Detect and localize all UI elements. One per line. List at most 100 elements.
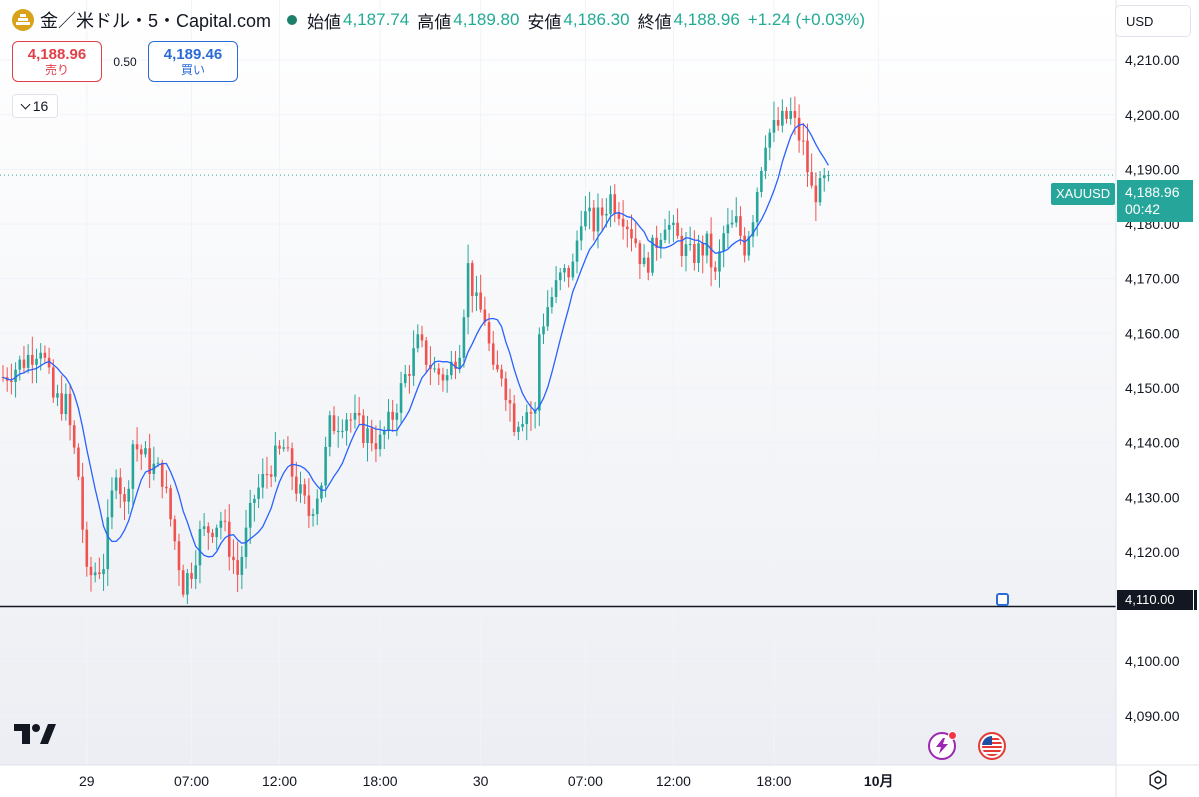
- candle-body: [211, 532, 214, 538]
- low-value: 4,186.30: [563, 10, 630, 29]
- candle-body: [659, 239, 663, 248]
- buy-button[interactable]: 4,189.46 買い: [148, 41, 238, 82]
- candle-body: [349, 419, 353, 421]
- y-tick-label: 4,090.00: [1125, 708, 1180, 724]
- candle-body: [412, 348, 415, 376]
- candle-body: [240, 556, 244, 575]
- last-price-value: 4,188.96: [1125, 184, 1180, 200]
- buy-price: 4,189.46: [163, 45, 223, 63]
- candle-body: [219, 520, 223, 528]
- candle-body: [600, 207, 604, 216]
- candle-body: [72, 425, 76, 448]
- candle-body: [747, 236, 751, 256]
- candle-body: [248, 502, 252, 528]
- candle-body: [504, 378, 508, 401]
- candle-body: [77, 447, 80, 477]
- candle-body: [437, 368, 441, 375]
- x-tick-label: 29: [79, 773, 95, 789]
- open-label: 始値: [307, 12, 342, 32]
- x-tick-label: 30: [473, 773, 489, 789]
- candle-body: [558, 272, 562, 281]
- y-tick-label: 4,150.00: [1125, 380, 1180, 396]
- symbol-price-label: XAUUSD: [1051, 183, 1116, 205]
- tradingview-logo[interactable]: [14, 724, 56, 751]
- candle-body: [307, 495, 311, 516]
- candle-body: [357, 412, 361, 416]
- candle-body: [223, 520, 227, 522]
- candle-body: [303, 484, 306, 496]
- candle-body: [638, 243, 642, 265]
- y-tick-label: 4,120.00: [1125, 544, 1180, 560]
- us-flag-icon[interactable]: [978, 732, 1006, 760]
- candle-body: [328, 415, 332, 447]
- candle-body: [818, 178, 822, 203]
- candle-body: [98, 572, 101, 575]
- candle-body: [651, 237, 654, 273]
- candle-body: [789, 111, 793, 119]
- x-tick-label: 10月: [864, 773, 894, 789]
- candle-body: [387, 411, 390, 432]
- x-tick-label: 18:00: [756, 773, 791, 789]
- price-axis[interactable]: 4,210.004,200.004,190.004,180.004,170.00…: [1125, 52, 1180, 724]
- candle-body: [814, 185, 818, 203]
- candle-body: [496, 364, 499, 370]
- x-tick-label: 12:00: [262, 773, 297, 789]
- candle-body: [382, 431, 386, 435]
- horizontal-line-handle[interactable]: [996, 593, 1009, 606]
- time-axis[interactable]: 29 07:00 12:00 18:00 30 07:00 12:00 18:00 10月: [79, 773, 893, 789]
- sell-button[interactable]: 4,188.96 売り: [12, 41, 102, 82]
- candle-body: [56, 393, 59, 398]
- candle-body: [286, 447, 290, 449]
- horizontal-line-price-badge[interactable]: 4,110.00: [1117, 590, 1193, 610]
- candle-body: [772, 120, 776, 133]
- candle-body: [730, 222, 734, 225]
- candle-body: [579, 226, 583, 241]
- candle-body: [751, 222, 755, 237]
- candle-body: [408, 374, 411, 376]
- bolt-icon[interactable]: [928, 731, 957, 760]
- candle-body: [18, 359, 22, 370]
- x-tick-label: 07:00: [174, 773, 209, 789]
- candle-body: [81, 476, 84, 530]
- candle-body: [596, 207, 600, 232]
- settings-icon[interactable]: [1148, 770, 1168, 790]
- spread-value: 0.50: [113, 54, 137, 69]
- candle-body: [353, 412, 357, 420]
- candle-body: [781, 110, 784, 126]
- candle-body: [114, 477, 118, 491]
- candle-body: [336, 430, 340, 432]
- candle-body: [822, 175, 826, 179]
- candle-body: [450, 361, 453, 376]
- candle-body: [144, 448, 147, 455]
- candle-body: [106, 517, 110, 570]
- candle-body: [186, 573, 189, 595]
- candle-body: [416, 334, 420, 349]
- close-label: 終値: [637, 12, 672, 32]
- candle-body: [51, 367, 55, 398]
- candle-body: [521, 424, 524, 427]
- candle-body: [198, 528, 202, 566]
- market-status-icon[interactable]: [287, 15, 298, 25]
- candle-body: [739, 216, 742, 236]
- currency-button[interactable]: USD: [1115, 5, 1191, 37]
- symbol-title[interactable]: 金／米ドル・5・Capital.com: [40, 11, 272, 31]
- candle-body: [667, 225, 671, 230]
- candle-body: [89, 566, 93, 576]
- candle-body: [47, 357, 51, 368]
- candle-body: [563, 268, 566, 273]
- candle-body: [85, 529, 89, 567]
- candle-body: [156, 462, 160, 464]
- candle-body: [110, 490, 114, 518]
- trade-panel: 4,188.96 売り 0.50 4,189.46 買い: [12, 41, 238, 82]
- candle-body: [420, 334, 424, 341]
- candle-body: [764, 147, 767, 171]
- close-value: 4,188.96: [673, 10, 740, 29]
- candle-body: [399, 383, 403, 413]
- indicators-toggle-button[interactable]: 16: [12, 94, 58, 118]
- indicators-count: 16: [32, 98, 49, 114]
- candle-body: [207, 526, 210, 533]
- candle-body: [508, 400, 512, 404]
- candle-body: [60, 393, 63, 415]
- grid-lines: [0, 0, 1116, 765]
